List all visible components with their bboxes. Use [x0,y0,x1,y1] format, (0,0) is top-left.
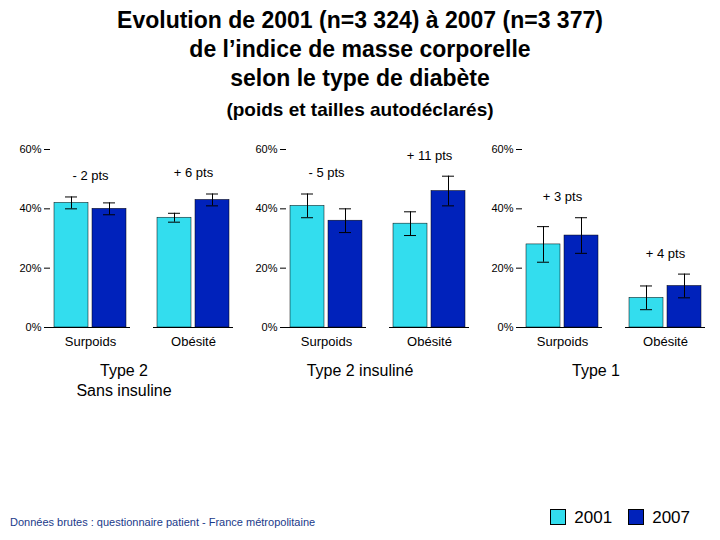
html-text:(poids et tailles autodéclarés: (poids et tailles autodéclarés) [226,99,494,120]
svg-text:Obésité: Obésité [643,334,688,349]
svg-text:Surpoids: Surpoids [537,334,589,349]
svg-text:40%: 40% [19,202,41,214]
svg-text:0%: 0% [26,321,42,333]
svg-text:+ 4 pts: + 4 pts [646,245,686,260]
svg-text:40%: 40% [491,202,513,214]
html-text:Type 2 insuliné: Type 2 insuliné [306,362,414,379]
svg-text:20%: 20% [491,262,513,274]
svg-text:+ 6 pts: + 6 pts [174,165,214,180]
svg-text:40%: 40% [255,202,277,214]
svg-text:+ 3 pts: + 3 pts [543,189,583,204]
svg-text:20%: 20% [19,262,41,274]
svg-text:0%: 0% [262,321,278,333]
svg-text:20%: 20% [255,262,277,274]
html-text:2007: 2007 [652,508,690,527]
svg-text:0%: 0% [498,321,514,333]
html-text:Type 1: Type 1 [572,362,620,379]
html-text:selon le type de diabète: selon le type de diabète [230,65,490,91]
svg-text:Surpoids: Surpoids [301,334,353,349]
html-text:Type 2 Sans insuline: Type 2 Sans insuline [76,362,172,399]
svg-text:- 2 pts: - 2 pts [72,168,109,183]
svg-text:Obésité: Obésité [407,334,452,349]
svg-text:Obésité: Obésité [171,334,216,349]
html-text:Evolution de 2001 (n=3 324) à: Evolution de 2001 (n=3 324) à 2007 (n=3 … [117,7,603,33]
html-text:Données brutes : questionnaire: Données brutes : questionnaire patient -… [10,516,316,528]
svg-text:- 5 pts: - 5 pts [308,165,345,180]
svg-text:60%: 60% [255,143,277,155]
svg-text:60%: 60% [491,143,513,155]
html-text:de l’indice de masse corporell: de l’indice de masse corporelle [189,36,531,62]
svg-text:+ 11 pts: + 11 pts [407,148,453,163]
svg-text:Surpoids: Surpoids [65,334,117,349]
svg-text:60%: 60% [19,143,41,155]
html-text:2001: 2001 [574,508,613,527]
